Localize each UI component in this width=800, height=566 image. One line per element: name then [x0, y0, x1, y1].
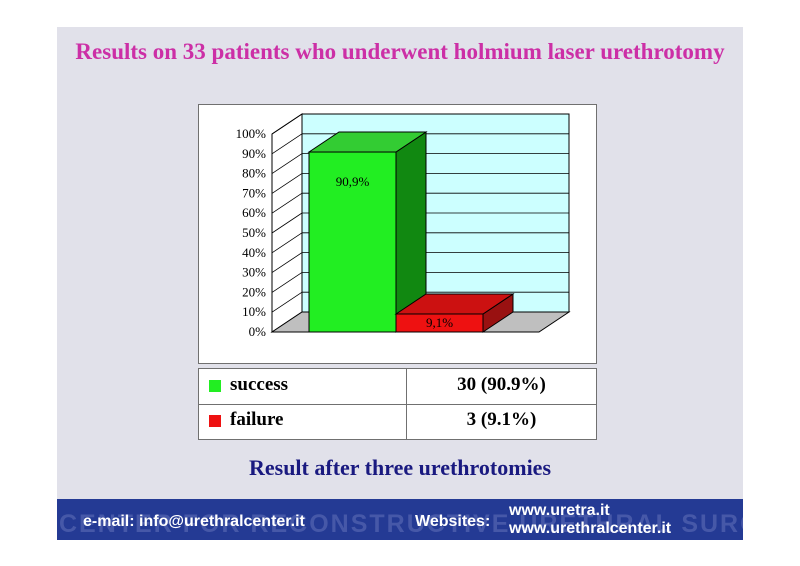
y-tick-label: 90%: [242, 146, 266, 161]
gridline-side: [271, 153, 303, 174]
success-swatch: [209, 380, 221, 392]
legend-value-success: 30 (90.9%): [457, 374, 546, 395]
bar-failure: [395, 313, 484, 333]
y-tick-label: 20%: [242, 284, 266, 299]
legend-row-success: success 30 (90.9%): [199, 369, 596, 405]
failure-swatch: [209, 415, 221, 427]
y-tick-label: 40%: [242, 245, 266, 260]
y-tick-label: 10%: [242, 304, 266, 319]
gridline-side: [271, 173, 303, 194]
footer-watermark: CENTER FOR RECONSTRUCTIVE URETHRAL SURGE…: [59, 510, 743, 538]
legend-label-failure: failure: [230, 409, 284, 430]
legend-table: success 30 (90.9%) failure 3 (9.1%): [198, 368, 597, 440]
y-tick-label: 30%: [242, 265, 266, 280]
footer-banner: CENTER FOR RECONSTRUCTIVE URETHRAL SURGE…: [57, 499, 743, 540]
gridline-side: [271, 272, 303, 293]
footer-websites-label: Websites:: [415, 513, 491, 530]
gridline-side: [271, 291, 303, 313]
footer-website-1[interactable]: www.uretra.it: [509, 502, 610, 519]
gridline-side: [271, 212, 303, 234]
legend-row-failure: failure 3 (9.1%): [199, 404, 596, 439]
footer-email[interactable]: e-mail: info@urethralcenter.it: [83, 513, 305, 530]
y-tick-label: 70%: [242, 185, 266, 200]
y-tick-label: 50%: [242, 225, 266, 240]
gridline-side: [271, 232, 303, 254]
bar-success: [308, 151, 397, 333]
gridline-side: [271, 192, 303, 214]
slide: Results on 33 patients who underwent hol…: [57, 27, 743, 540]
chart-canvas: 0% 10% 20% 30% 40% 50% 60% 70% 80% 90% 100% 90,9% 9,…: [236, 113, 571, 339]
bar-chart: 0% 10% 20% 30% 40% 50% 60% 70% 80% 90% 100% 90,9% 9,…: [198, 104, 597, 364]
legend-label-success: success: [230, 374, 289, 395]
y-tick-label: 60%: [242, 205, 266, 220]
data-label: 9,1%: [426, 315, 453, 330]
y-tick-label: 80%: [242, 166, 266, 181]
slide-title: Results on 33 patients who underwent hol…: [75, 39, 725, 64]
slide-subtitle: Result after three urethrotomies: [248, 455, 552, 480]
gridline-side: [271, 252, 303, 273]
data-label: 90,9%: [336, 174, 370, 189]
footer-website-2[interactable]: www.urethralcenter.it: [509, 520, 672, 537]
gridline-side: [271, 133, 303, 155]
legend-value-failure: 3 (9.1%): [466, 409, 537, 430]
y-tick-label: 100%: [236, 126, 267, 141]
y-tick-label: 0%: [249, 324, 267, 339]
gridline-side: [271, 113, 303, 135]
